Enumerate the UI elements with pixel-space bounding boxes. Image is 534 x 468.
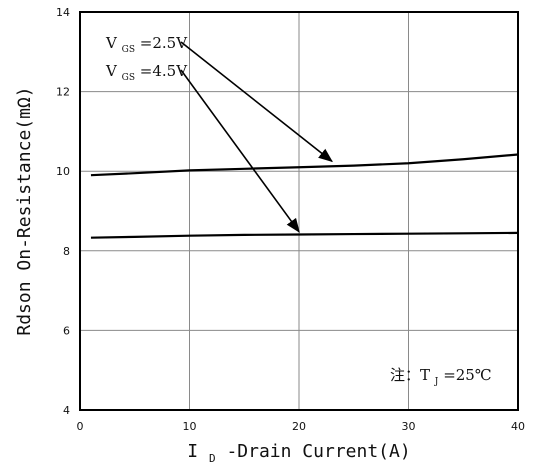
- plot-frame: [79, 11, 519, 411]
- temperature-note-suffix: =25℃: [443, 366, 491, 384]
- series-label-vgs-4-5v-subscript: GS: [122, 73, 135, 83]
- y-tick-label-6: 6: [63, 324, 70, 337]
- x-tick-label-0: 0: [77, 420, 84, 433]
- series-label-vgs-4-5v-value: =4.5V: [140, 62, 188, 80]
- x-tick-label-30: 30: [402, 420, 416, 433]
- series-line-vgs-2-5v: [90, 153, 519, 177]
- tick-labels: 0 10 20 30 40 4 6 8 10 12 14: [56, 6, 525, 433]
- x-tick-label-20: 20: [292, 420, 306, 433]
- y-axis-label: Rdson On-Resistance(mΩ): [14, 86, 35, 335]
- temperature-note-prefix: 注：T: [390, 366, 430, 384]
- series-label-vgs-2-5v: V GS =2.5V: [105, 34, 188, 56]
- series-line-vgs-4-5v: [90, 231, 519, 239]
- series-label-vgs-4-5v-main: V: [105, 62, 118, 80]
- y-tick-label-10: 10: [56, 165, 70, 178]
- x-tick-label-10: 10: [183, 420, 197, 433]
- y-tick-label-12: 12: [56, 86, 70, 99]
- x-axis-label-prefix: I: [187, 441, 198, 462]
- arrow-vgs-4-5v: [180, 69, 300, 233]
- series-layer: [90, 153, 519, 239]
- arrow-layer: [180, 41, 333, 233]
- series-label-vgs-2-5v-value: =2.5V: [140, 34, 188, 52]
- x-tick-label-40: 40: [511, 420, 525, 433]
- y-tick-label-14: 14: [56, 6, 70, 19]
- x-axis-label-suffix: -Drain Current(A): [226, 441, 410, 462]
- y-tick-label-8: 8: [63, 245, 70, 258]
- arrow-vgs-2-5v: [180, 41, 333, 163]
- x-axis-label-subscript: D: [209, 452, 216, 465]
- y-tick-label-4: 4: [63, 404, 70, 417]
- series-label-vgs-2-5v-main: V: [105, 34, 118, 52]
- series-label-vgs-2-5v-subscript: GS: [122, 45, 135, 55]
- x-axis-label: I D -Drain Current(A): [187, 441, 410, 467]
- series-label-vgs-4-5v: V GS =4.5V: [105, 62, 188, 84]
- temperature-note: 注：T J =25℃: [390, 366, 492, 388]
- temperature-note-subscript: J: [434, 377, 439, 387]
